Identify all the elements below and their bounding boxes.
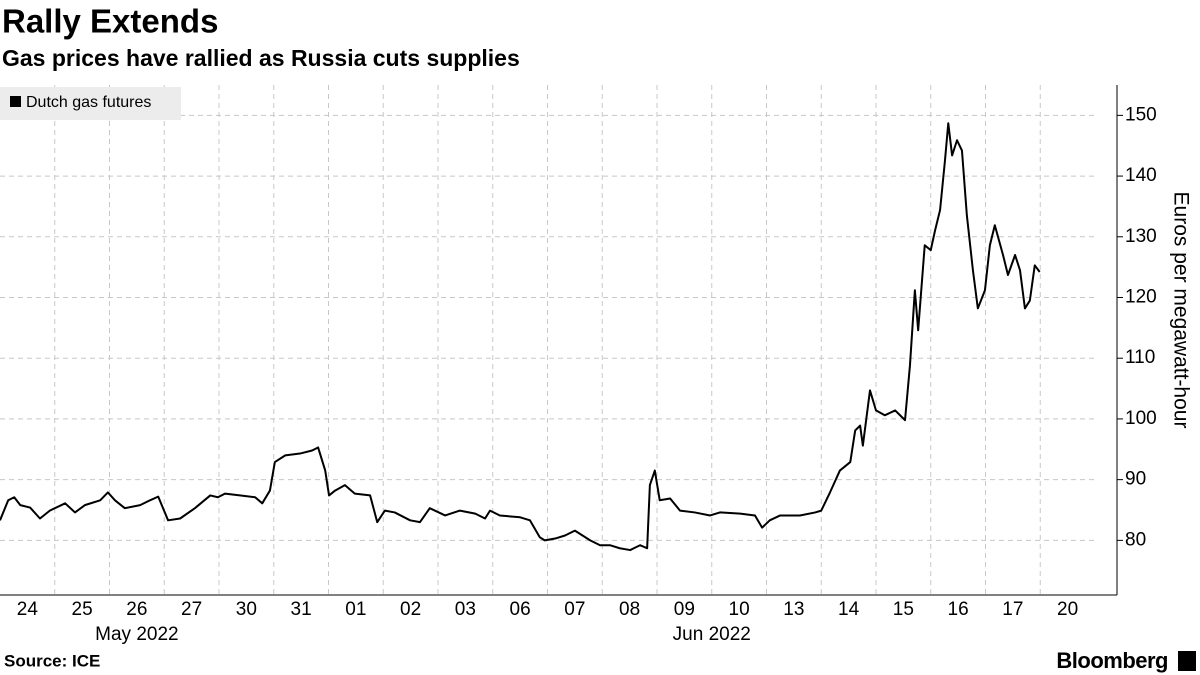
y-axis-title: Euros per megawatt-hour (1169, 192, 1192, 429)
x-tick-label: 02 (400, 599, 421, 620)
x-tick-label: 15 (893, 599, 914, 620)
y-tick-label: 90 (1125, 469, 1146, 490)
y-tick-label: 100 (1125, 408, 1157, 429)
y-tick-label: 120 (1125, 287, 1157, 308)
chart-subtitle: Gas prices have rallied as Russia cuts s… (2, 45, 520, 71)
x-tick-label: 03 (455, 599, 476, 620)
x-tick-label: 26 (126, 599, 147, 620)
legend-swatch (10, 96, 21, 107)
y-tick-label: 80 (1125, 529, 1146, 550)
x-tick-label: 24 (17, 599, 39, 620)
x-tick-label: 17 (1002, 599, 1023, 620)
x-tick-label: 13 (783, 599, 804, 620)
y-tick-label: 110 (1125, 347, 1155, 368)
x-tick-label: 09 (674, 599, 695, 620)
brand-icon (1178, 651, 1196, 671)
x-tick-label: 07 (564, 599, 585, 620)
x-tick-label: 06 (510, 599, 531, 620)
x-tick-label: 25 (72, 599, 93, 620)
y-tick-label: 140 (1125, 165, 1157, 186)
source: Source: ICE (4, 651, 100, 670)
x-tick-label: 14 (838, 599, 860, 620)
brand: Bloomberg (1056, 648, 1168, 673)
x-tick-label: 01 (345, 599, 366, 620)
x-tick-label: 10 (729, 599, 750, 620)
legend-box (0, 87, 181, 120)
month-label: May 2022 (95, 624, 178, 645)
x-tick-label: 16 (948, 599, 969, 620)
chart-title: Rally Extends (2, 3, 218, 40)
x-tick-label: 31 (291, 599, 312, 620)
data-line (0, 122, 1041, 552)
x-tick-label: 27 (181, 599, 202, 620)
y-tick-label: 150 (1125, 104, 1157, 125)
x-tick-label: 08 (619, 599, 640, 620)
month-label: Jun 2022 (673, 624, 751, 645)
x-tick-label: 20 (1057, 599, 1078, 620)
x-tick-label: 30 (236, 599, 257, 620)
legend-label: Dutch gas futures (26, 94, 151, 111)
y-tick-label: 130 (1125, 226, 1157, 247)
